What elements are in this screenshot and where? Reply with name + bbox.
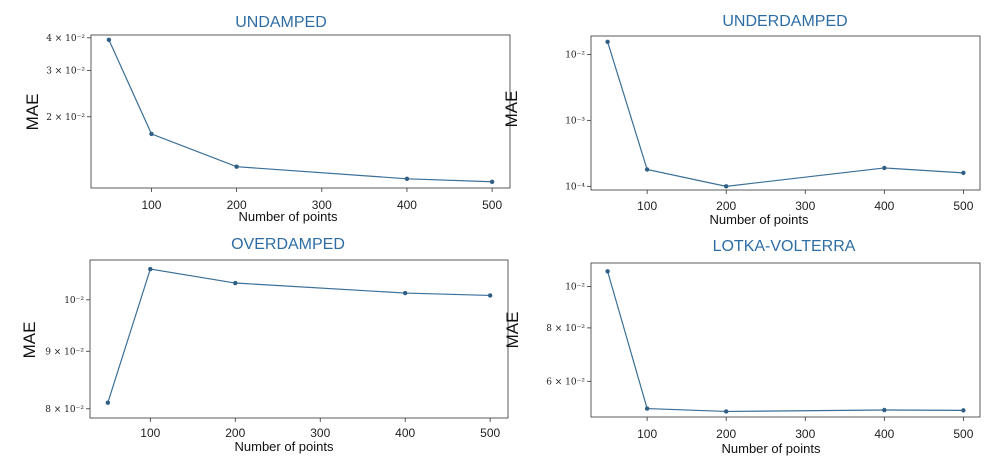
series-line bbox=[108, 39, 493, 183]
data-point bbox=[489, 179, 495, 184]
series-line bbox=[107, 268, 491, 403]
data-point bbox=[644, 406, 650, 411]
x-tick-label: 400 bbox=[874, 199, 894, 213]
x-axis-label: Number of points bbox=[239, 209, 338, 224]
x-tick-label: 400 bbox=[874, 427, 894, 441]
data-point bbox=[644, 167, 650, 172]
data-point bbox=[233, 280, 238, 286]
x-tick-label: 500 bbox=[480, 426, 500, 440]
series-line bbox=[607, 271, 964, 413]
x-tick-label: 400 bbox=[395, 426, 415, 440]
x-tick-label: 300 bbox=[795, 199, 815, 213]
y-tick-label: 8 × 10⁻² bbox=[546, 324, 585, 334]
data-point bbox=[106, 37, 112, 43]
x-tick-label: 500 bbox=[953, 427, 973, 441]
y-tick-label: 6 × 10⁻² bbox=[546, 377, 585, 387]
y-tick-label: 2 × 10⁻² bbox=[46, 113, 85, 123]
data-point bbox=[148, 266, 153, 272]
y-tick-label: 10⁻³ bbox=[565, 116, 585, 126]
y-axis-label: MAE bbox=[503, 312, 522, 349]
data-point bbox=[882, 165, 887, 171]
plot-frame bbox=[590, 35, 981, 191]
x-tick-label: 400 bbox=[397, 198, 417, 212]
data-point bbox=[487, 293, 493, 298]
y-tick-label: 8 × 10⁻² bbox=[45, 405, 84, 415]
chart-title: UNDAMPED bbox=[235, 14, 327, 31]
chart-title: OVERDAMPED bbox=[231, 236, 345, 253]
y-tick-label: 4 × 10⁻² bbox=[46, 34, 85, 44]
y-tick-label: 10⁻² bbox=[64, 296, 84, 306]
data-point bbox=[404, 176, 410, 182]
plot-frame bbox=[590, 262, 981, 418]
y-tick-label: 9 × 10⁻² bbox=[45, 347, 84, 357]
data-point bbox=[402, 290, 408, 296]
chart-title: UNDERDAMPED bbox=[722, 13, 847, 30]
plot-frame bbox=[90, 34, 511, 189]
data-point bbox=[105, 400, 111, 405]
x-tick-label: 500 bbox=[953, 199, 973, 213]
x-axis-label: Number of points bbox=[235, 439, 334, 454]
y-tick-label: 10⁻⁴ bbox=[565, 182, 585, 192]
data-point bbox=[234, 164, 239, 169]
x-tick-label: 300 bbox=[310, 426, 330, 440]
x-axis-label: Number of points bbox=[722, 441, 821, 456]
data-point bbox=[605, 39, 610, 45]
y-axis-label: MAE bbox=[502, 91, 521, 128]
data-point bbox=[724, 409, 729, 414]
series-line bbox=[607, 41, 964, 187]
x-tick-label: 200 bbox=[225, 426, 245, 440]
y-tick-label: 10⁻² bbox=[565, 50, 585, 60]
data-point bbox=[149, 131, 154, 137]
x-tick-label: 100 bbox=[140, 426, 160, 440]
x-tick-label: 200 bbox=[227, 198, 247, 212]
y-axis-label: MAE bbox=[20, 322, 39, 359]
x-tick-label: 300 bbox=[795, 427, 815, 441]
x-tick-label: 200 bbox=[716, 427, 736, 441]
data-point bbox=[605, 269, 610, 274]
x-tick-label: 300 bbox=[312, 198, 332, 212]
y-tick-label: 3 × 10⁻² bbox=[46, 67, 85, 77]
x-tick-label: 500 bbox=[482, 198, 502, 212]
y-axis-label: MAE bbox=[23, 94, 42, 131]
data-point bbox=[961, 170, 966, 176]
x-tick-label: 100 bbox=[637, 199, 657, 213]
chart-title: LOTKA-VOLTERRA bbox=[713, 238, 856, 255]
x-tick-label: 100 bbox=[637, 427, 657, 441]
y-tick-label: 10⁻² bbox=[565, 283, 585, 293]
x-tick-label: 200 bbox=[716, 199, 736, 213]
data-point bbox=[961, 408, 966, 413]
x-axis-label: Number of points bbox=[710, 212, 809, 227]
data-point bbox=[724, 184, 729, 189]
plot-frame bbox=[89, 259, 509, 419]
x-tick-label: 100 bbox=[141, 198, 161, 212]
data-point bbox=[882, 407, 887, 413]
